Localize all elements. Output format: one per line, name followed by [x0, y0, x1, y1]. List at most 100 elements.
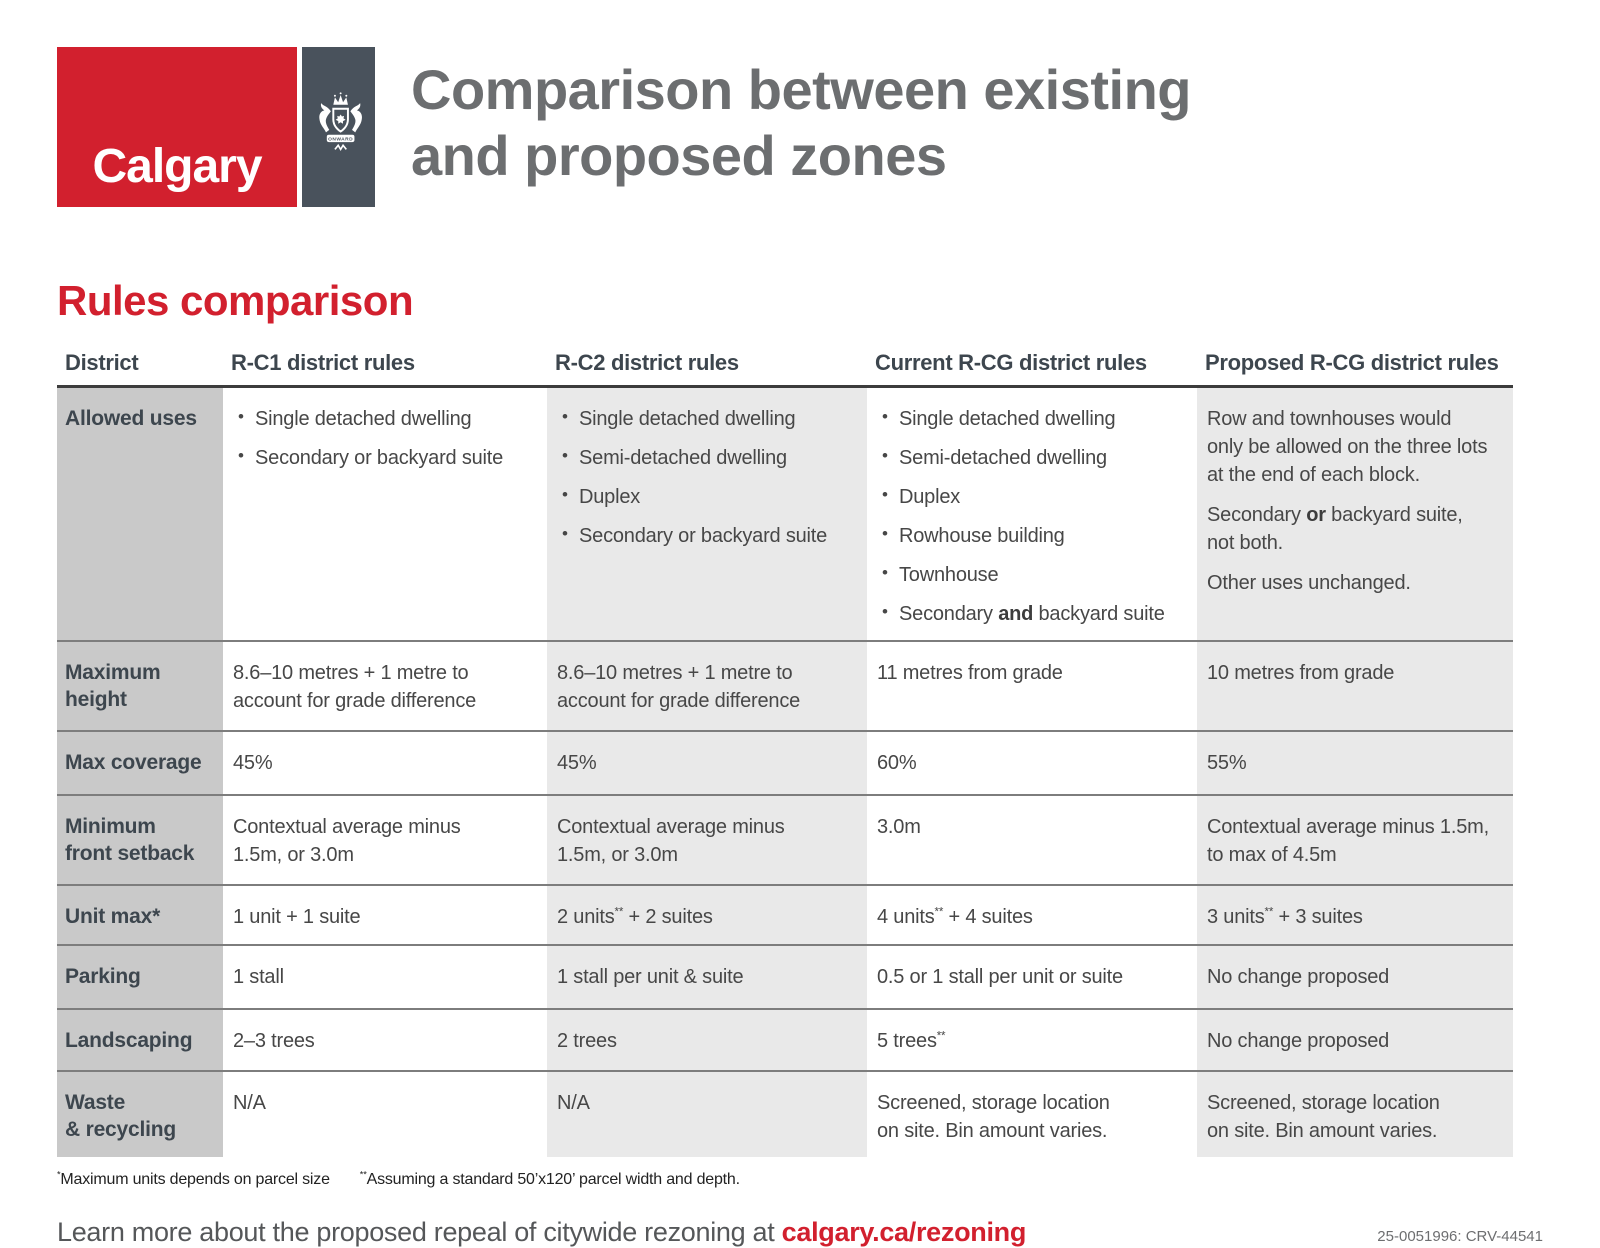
rules-comparison-table: District R-C1 district rules R-C2 district…: [57, 338, 1513, 1157]
row-label-cell: Waste & recycling: [57, 1071, 223, 1157]
table-cell: Screened, storage location on site. Bin …: [1197, 1071, 1513, 1157]
cell-paragraph: N/A: [557, 1091, 590, 1114]
bullet-list: Single detached dwelling Secondary or bac…: [233, 405, 533, 472]
table-cell: 2–3 trees: [223, 1009, 547, 1070]
table-cell: 0.5 or 1 stall per unit or suite: [867, 945, 1197, 1008]
cell-paragraph: Contextual average minus 1.5m, or 3.0m: [557, 815, 785, 866]
calgary-crest-icon: ONWARD: [313, 90, 365, 165]
list-item: Single detached dwelling: [233, 405, 533, 433]
list-item: Townhouse: [877, 561, 1183, 589]
table-header-row: District R-C1 district rules R-C2 district…: [57, 338, 1513, 388]
table-row: Maximum height 8.6–10 metres + 1 metre to…: [57, 639, 1513, 730]
table-row: Waste & recycling N/A N/A Screened, storage…: [57, 1069, 1513, 1157]
table-cell: 45%: [223, 731, 547, 794]
table-header-cell: R-C2 district rules: [555, 349, 739, 375]
cell-paragraph: Secondary or backyard suite, not both.: [1207, 503, 1463, 554]
table-header-cell: Current R-CG district rules: [875, 349, 1147, 375]
cell-paragraph: 2 trees: [557, 1029, 617, 1052]
table-cell: 60%: [867, 731, 1197, 794]
page-footer: Learn more about the proposed repeal of …: [57, 1217, 1543, 1248]
table-cell: Contextual average minus 1.5m, or 3.0m: [223, 795, 547, 884]
table-cell: Contextual average minus 1.5m, to max of…: [1197, 795, 1513, 884]
table-row: Max coverage 45% 45% 60% 55%: [57, 729, 1513, 794]
masthead: Calgary: [0, 0, 1600, 226]
doc-number: 25-0051996: CRV-44541: [1377, 1227, 1543, 1245]
cell-paragraph: 2–3 trees: [233, 1029, 315, 1052]
table-cell: 2 units** + 2 suites: [547, 885, 867, 944]
bullet-list: Single detached dwelling Semi-detached dw…: [557, 405, 853, 550]
footnotes: *Maximum units depends on parcel size **A…: [57, 1169, 1600, 1189]
cell-paragraph: 2 units** + 2 suites: [557, 904, 713, 928]
rezoning-link[interactable]: calgary.ca/rezoning: [781, 1216, 1027, 1247]
list-item: Rowhouse building: [877, 522, 1183, 550]
table-header-cell: R-C1 district rules: [231, 349, 415, 375]
row-label-cell: Unit max*: [57, 885, 223, 944]
row-label-cell: Max coverage: [57, 731, 223, 794]
cell-paragraph: 0.5 or 1 stall per unit or suite: [877, 965, 1123, 988]
table-cell: 1 stall: [223, 945, 547, 1008]
list-item: Single detached dwelling: [557, 405, 853, 433]
list-item: Duplex: [557, 483, 853, 511]
table-cell: Row and townhouses would only be allowed…: [1197, 387, 1513, 640]
cell-paragraph: 60%: [877, 751, 917, 774]
table-cell: 11 metres from grade: [867, 641, 1197, 730]
table-cell: N/A: [223, 1071, 547, 1157]
calgary-logo-slate-box: ONWARD: [302, 47, 375, 207]
cell-paragraph: No change proposed: [1207, 1029, 1390, 1052]
cell-paragraph: N/A: [233, 1091, 266, 1114]
list-item: Single detached dwelling: [877, 405, 1183, 433]
cell-paragraph: No change proposed: [1207, 965, 1390, 988]
section-heading: Rules comparison: [57, 276, 414, 324]
row-label-cell: Maximum height: [57, 641, 223, 730]
list-item: Semi-detached dwelling: [877, 444, 1183, 472]
cell-paragraph: Other uses unchanged.: [1207, 571, 1411, 594]
table-header-cell: District: [65, 349, 139, 375]
cell-paragraph: 10 metres from grade: [1207, 661, 1395, 684]
table-row: Parking 1 stall 1 stall per unit & suite 0.…: [57, 943, 1513, 1008]
row-label-cell: Allowed uses: [57, 387, 223, 640]
table-cell: N/A: [547, 1071, 867, 1157]
row-label-cell: Parking: [57, 945, 223, 1008]
cell-paragraph: 11 metres from grade: [877, 661, 1063, 684]
cell-paragraph: 1 stall: [233, 965, 284, 988]
cell-paragraph: 3 units** + 3 suites: [1207, 904, 1363, 928]
footnote-item: *Maximum units depends on parcel size: [57, 1169, 330, 1188]
table-header-cell: Proposed R-CG district rules: [1205, 349, 1499, 375]
table-row: Minimum front setback Contextual average …: [57, 793, 1513, 884]
list-item: Duplex: [877, 483, 1183, 511]
list-item: Secondary or backyard suite: [233, 444, 533, 472]
learn-more-prefix: Learn more about the proposed repeal of …: [57, 1216, 782, 1247]
table-cell: 8.6–10 metres + 1 metre to account for g…: [547, 641, 867, 730]
table-cell: 3 units** + 3 suites: [1197, 885, 1513, 944]
table-cell: 1 unit + 1 suite: [223, 885, 547, 944]
list-item: Secondary and backyard suite: [877, 600, 1183, 628]
table-cell: Single detached dwelling Secondary or bac…: [223, 387, 547, 640]
table-row: Unit max* 1 unit + 1 suite 2 units** + 2 s…: [57, 883, 1513, 944]
cell-paragraph: 1 stall per unit & suite: [557, 965, 744, 988]
calgary-logo: Calgary: [57, 47, 375, 207]
cell-paragraph: Screened, storage location on site. Bin …: [877, 1091, 1110, 1142]
table-cell: 2 trees: [547, 1009, 867, 1070]
cell-paragraph: 45%: [557, 751, 597, 774]
list-item: Secondary or backyard suite: [557, 522, 853, 550]
cell-paragraph: Contextual average minus 1.5m, or 3.0m: [233, 815, 461, 866]
calgary-logo-red-box: Calgary: [57, 47, 297, 207]
crest-motto-text: ONWARD: [328, 136, 353, 142]
cell-paragraph: Contextual average minus 1.5m, to max of…: [1207, 815, 1489, 866]
learn-more-text: Learn more about the proposed repeal of …: [57, 1217, 1026, 1248]
table-cell: Single detached dwelling Semi-detached dw…: [547, 387, 867, 640]
table-row: Landscaping 2–3 trees 2 trees 5 trees** No c…: [57, 1007, 1513, 1070]
cell-paragraph: Screened, storage location on site. Bin …: [1207, 1091, 1440, 1142]
cell-paragraph: 45%: [233, 751, 273, 774]
table-cell: 10 metres from grade: [1197, 641, 1513, 730]
bullet-list: Single detached dwelling Semi-detached dw…: [877, 405, 1183, 628]
table-cell: Contextual average minus 1.5m, or 3.0m: [547, 795, 867, 884]
list-item: Semi-detached dwelling: [557, 444, 853, 472]
cell-paragraph: 5 trees**: [877, 1028, 946, 1052]
row-label-cell: Landscaping: [57, 1009, 223, 1070]
cell-paragraph: 4 units** + 4 suites: [877, 904, 1033, 928]
cell-paragraph: 8.6–10 metres + 1 metre to account for g…: [557, 661, 801, 712]
table-cell: No change proposed: [1197, 945, 1513, 1008]
table-cell: 5 trees**: [867, 1009, 1197, 1070]
